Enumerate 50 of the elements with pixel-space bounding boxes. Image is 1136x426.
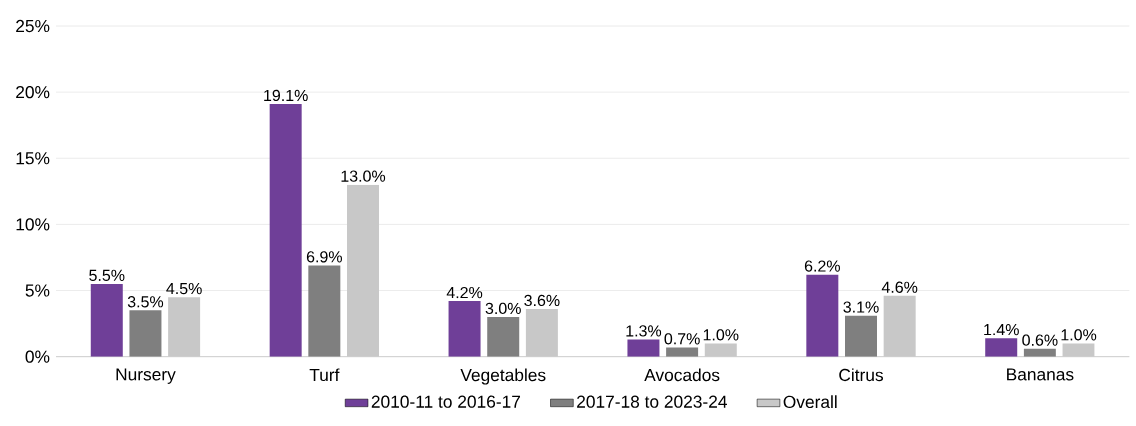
legend-label: Overall — [783, 395, 837, 409]
x-tick-label: Avocados — [644, 368, 720, 382]
data-label: 3.5% — [127, 296, 164, 308]
data-label: 13.0% — [341, 170, 386, 182]
x-tick-label: Vegetables — [460, 368, 546, 385]
bar — [806, 274, 839, 357]
data-label: 6.9% — [306, 251, 342, 263]
data-label: 3.6% — [524, 294, 560, 307]
bar — [1062, 343, 1095, 357]
legend-label: 2017-18 to 2023-24 — [577, 395, 727, 408]
bar — [308, 265, 341, 357]
data-label: 6.2% — [804, 260, 840, 272]
bar — [985, 338, 1018, 357]
data-label: 1.0% — [1061, 329, 1097, 341]
bar — [347, 184, 379, 357]
bar — [704, 343, 737, 357]
data-label: 0.7% — [664, 333, 700, 345]
bar — [487, 316, 520, 357]
legend-label: 2010-11 to 2016-17 — [371, 395, 521, 408]
data-label: 1.4% — [984, 324, 1019, 336]
data-label: 3.1% — [843, 301, 879, 313]
bar — [883, 295, 916, 357]
bar — [525, 309, 558, 357]
data-label: 4.5% — [166, 282, 202, 295]
bar — [168, 297, 201, 357]
bar — [129, 310, 162, 357]
data-label: 19.1% — [264, 89, 308, 102]
y-tick-label: 0% — [25, 350, 50, 363]
data-label: 4.2% — [446, 286, 483, 299]
y-tick-label: 25% — [16, 19, 50, 33]
y-tick-label: 20% — [16, 86, 50, 99]
y-tick-label: 5% — [25, 284, 50, 297]
bar — [448, 301, 481, 357]
data-label: 4.6% — [881, 281, 918, 293]
x-tick-label: Bananas — [1007, 368, 1074, 381]
bar — [666, 347, 699, 357]
x-tick-label: Citrus — [839, 368, 884, 382]
x-tick-label: Turf — [309, 368, 340, 382]
data-label: 0.6% — [1022, 334, 1058, 346]
y-tick-label: 15% — [16, 152, 50, 165]
bar — [845, 315, 877, 357]
bar — [269, 104, 302, 357]
y-tick-label: 10% — [16, 218, 50, 231]
x-tick-label: Nursery — [116, 368, 176, 384]
data-label: 1.0% — [703, 329, 739, 341]
data-label: 5.5% — [89, 269, 125, 281]
data-label: 3.0% — [485, 302, 521, 315]
bar — [90, 283, 123, 357]
bar — [627, 339, 660, 357]
data-label: 1.3% — [626, 325, 662, 337]
